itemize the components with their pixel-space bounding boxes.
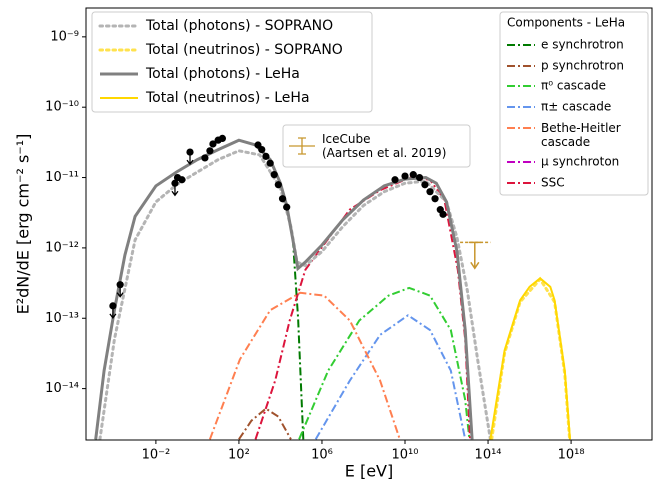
icecube-legend-label: IceCube (Aartsen et al. 2019) (322, 132, 446, 160)
icecube-upper-limit (468, 241, 481, 270)
data-point (209, 140, 217, 148)
legend-label: Total (photons) - LeHa (145, 66, 300, 82)
plot-frame (85, 7, 653, 441)
x-tick-label: 10¹⁰ (392, 448, 419, 463)
data-point (178, 176, 186, 184)
data-point (278, 195, 287, 203)
icecube-legend-box (282, 124, 471, 168)
legend-label: SSC (541, 176, 565, 190)
data-point (426, 188, 434, 196)
data-point (391, 176, 399, 184)
data-point (186, 148, 194, 156)
series-line (314, 314, 467, 440)
series-line (208, 291, 401, 440)
series-line (489, 277, 571, 440)
legend-label: Total (neutrinos) - LeHa (145, 90, 310, 106)
legend-label: Total (photons) - SOPRANO (145, 18, 333, 34)
components-legend-title: Components - LeHa (507, 16, 625, 30)
legend-box (91, 11, 373, 113)
data-point (201, 154, 209, 162)
data-point (409, 171, 417, 179)
series-line (94, 138, 474, 440)
data-point (218, 134, 227, 143)
y-tick-label: 10⁻¹³ (45, 311, 79, 326)
components-legend-box (499, 11, 649, 196)
legend-label: π± cascade (541, 100, 611, 114)
data-point (262, 152, 270, 160)
legend-label: Total (neutrinos) - SOPRANO (145, 42, 343, 58)
legend-label: π⁰ cascade (541, 79, 606, 93)
x-tick-label: 10⁻² (142, 448, 171, 463)
data-point (266, 159, 274, 167)
data-point (439, 210, 447, 218)
x-tick-label: 10² (228, 448, 250, 463)
data-point (401, 172, 409, 180)
plot-area (94, 134, 572, 440)
data-point (274, 181, 282, 189)
legend-label: Bethe-Heitler cascade (541, 121, 621, 149)
x-tick-label: 10⁶ (311, 448, 333, 463)
x-axis-label: E [eV] (345, 462, 393, 481)
data-point (283, 203, 291, 211)
data-point (116, 281, 124, 289)
y-tick-label: 10⁻¹² (45, 240, 79, 255)
data-point (206, 147, 214, 155)
data-point (421, 181, 429, 189)
data-point (415, 173, 424, 182)
data-point (171, 179, 179, 187)
data-point (270, 171, 278, 179)
y-tick-label: 10⁻¹⁴ (45, 381, 79, 396)
y-tick-label: 10⁻⁹ (50, 29, 79, 44)
series-line (238, 407, 292, 440)
legend-label: p synchrotron (541, 59, 624, 73)
y-tick-label: 10⁻¹⁰ (45, 100, 79, 115)
data-point (258, 145, 266, 154)
icecube-legend-marker (289, 137, 315, 155)
y-tick-label: 10⁻¹¹ (45, 170, 79, 185)
data-point (109, 302, 117, 310)
legend-label: e synchrotron (541, 38, 624, 52)
legend-label: μ synchroton (541, 155, 619, 169)
y-axis-label: E²dN/dE [erg cm⁻² s⁻¹] (14, 134, 33, 315)
data-point (431, 195, 439, 203)
series-line (94, 139, 305, 440)
x-tick-label: 10¹⁴ (475, 448, 502, 463)
x-tick-label: 10¹⁸ (558, 448, 585, 463)
series-line (298, 286, 471, 440)
